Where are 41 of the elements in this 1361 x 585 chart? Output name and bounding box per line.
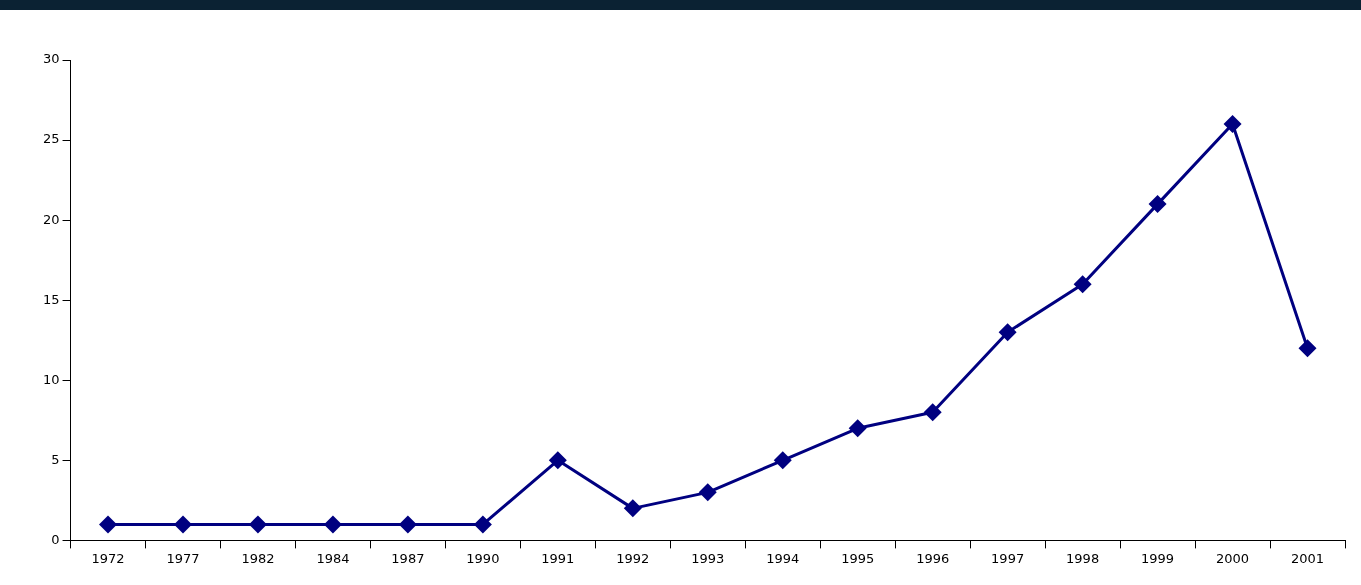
x-tick-label: 1987 — [391, 550, 425, 566]
point — [1073, 275, 1092, 294]
point — [923, 403, 942, 422]
y-tick-label: 5 — [51, 451, 60, 467]
y-tick-label: 30 — [43, 51, 60, 67]
point — [248, 515, 267, 534]
y-tick-label: 10 — [43, 371, 60, 387]
x-tick-label: 1984 — [316, 550, 350, 566]
point — [623, 499, 642, 518]
point — [173, 515, 192, 534]
x-tick-label: 2000 — [1216, 550, 1250, 566]
x-tick-label: 1996 — [916, 550, 950, 566]
x-tick-label: 1990 — [466, 550, 500, 566]
x-tick-label: 1997 — [991, 550, 1025, 566]
point — [99, 515, 118, 534]
point — [773, 451, 792, 470]
x-tick-label: 2001 — [1290, 550, 1325, 566]
point — [473, 515, 492, 534]
point — [398, 515, 417, 534]
point — [848, 419, 867, 438]
x-tick-label: 1995 — [841, 550, 875, 566]
x-tick-label: 1999 — [1141, 550, 1175, 566]
x-tick-label: 1977 — [166, 550, 200, 566]
point — [698, 483, 717, 502]
point — [1148, 195, 1167, 214]
y-tick-label: 15 — [43, 291, 60, 307]
point — [323, 515, 342, 534]
x-tick-label: 1992 — [616, 550, 650, 566]
x-tick-label: 1998 — [1066, 550, 1100, 566]
y-tick-label: 20 — [43, 211, 60, 227]
point — [1223, 115, 1242, 134]
x-tick-label: 1972 — [91, 550, 125, 566]
x-tick-label: 1994 — [766, 550, 800, 566]
y-tick-label: 0 — [51, 531, 60, 547]
x-tick-label: 1982 — [241, 550, 275, 566]
point — [998, 323, 1017, 342]
y-tick-label: 25 — [43, 131, 60, 147]
point — [1298, 339, 1317, 358]
x-tick-label: 1993 — [691, 550, 725, 566]
x-tick-label: 1991 — [541, 550, 575, 566]
point — [548, 451, 567, 470]
